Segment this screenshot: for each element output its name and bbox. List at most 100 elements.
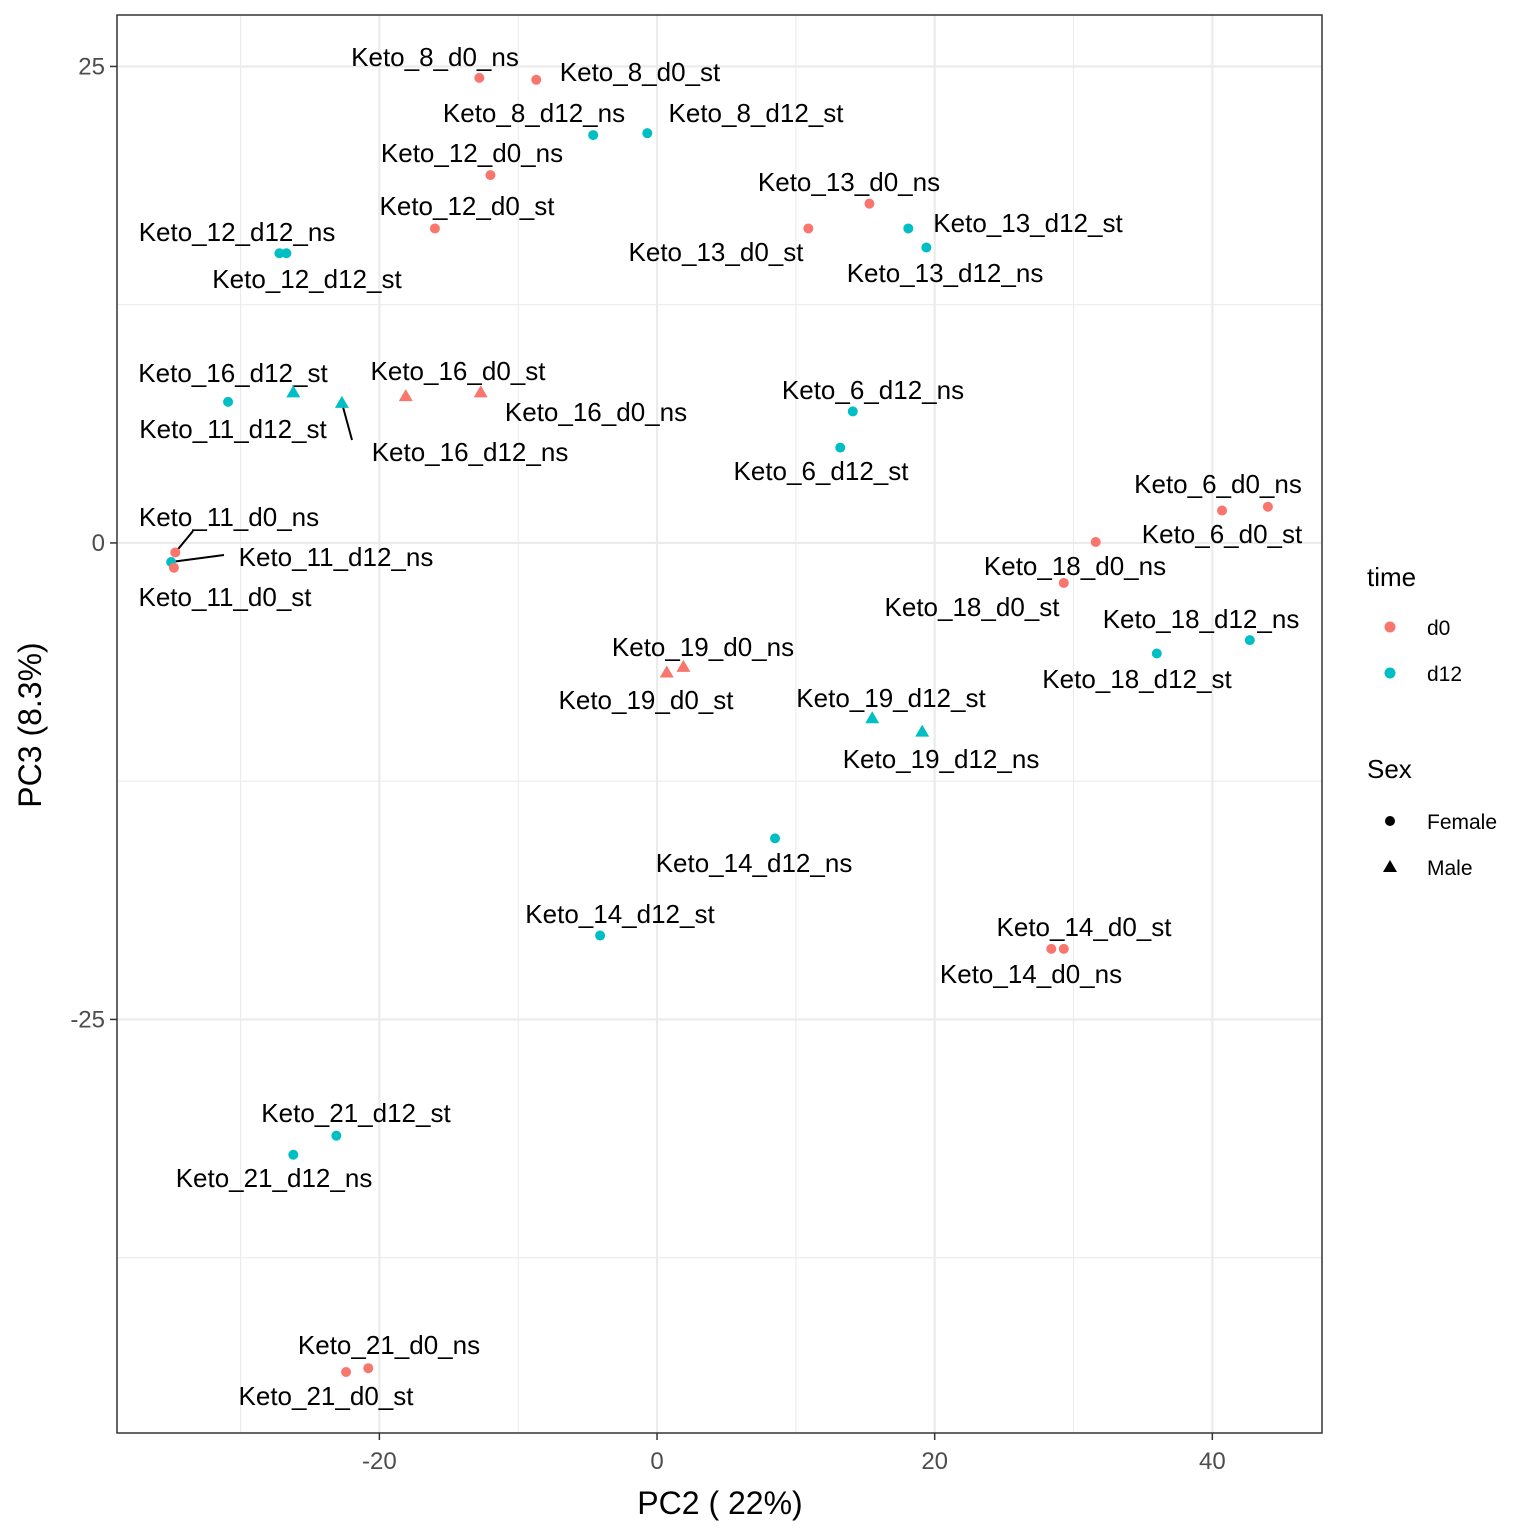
point-label: Keto_14_d12_ns [656, 848, 853, 878]
data-point-triangle [398, 389, 413, 402]
data-point-circle [803, 223, 814, 234]
data-point-triangle [915, 724, 930, 737]
data-point-circle [770, 833, 781, 844]
point-label: Keto_6_d0_ns [1134, 469, 1302, 499]
point-label: Keto_21_d0_ns [298, 1330, 480, 1360]
label-connector [171, 554, 225, 563]
legend-d0-label: d0 [1427, 617, 1450, 640]
y-tick-label: 25 [78, 53, 105, 80]
point-label: Keto_14_d0_ns [940, 959, 1122, 989]
point-label: Keto_11_d12_st [139, 414, 327, 444]
point-label: Keto_11_d12_ns [239, 542, 434, 572]
x-tick-label: 20 [921, 1448, 948, 1475]
data-point-triangle [286, 385, 301, 398]
point-label: Keto_13_d0_st [629, 237, 805, 267]
point-label: Keto_11_d0_st [139, 582, 313, 612]
data-point-circle [474, 72, 485, 83]
x-tick-label: 40 [1199, 1448, 1226, 1475]
data-point-circle [835, 442, 846, 453]
data-point-triangle [676, 659, 691, 672]
data-point-circle [1058, 943, 1069, 954]
point-label: Keto_18_d0_ns [984, 551, 1166, 581]
data-point-circle [903, 223, 914, 234]
panel-border [116, 14, 1323, 1434]
data-point-circle [170, 547, 181, 558]
label-connector [340, 402, 353, 441]
legend-time-title: time [1367, 562, 1416, 592]
point-label: Keto_21_d0_st [239, 1381, 415, 1411]
gridlines [117, 15, 1322, 1433]
point-label: Keto_6_d0_st [1142, 519, 1303, 549]
data-point-circle [1151, 648, 1162, 659]
data-point-circle [1058, 577, 1069, 588]
data-point-circle [864, 198, 875, 209]
data-point-triangle [334, 395, 349, 408]
point-label: Keto_8_d12_st [669, 98, 845, 128]
point-label: Keto_12_d12_st [212, 264, 402, 294]
legend-female-label: Female [1427, 811, 1497, 834]
legend: time d0 d12 Sex Female Male [1367, 562, 1497, 880]
data-point-circle [485, 170, 496, 181]
point-label: Keto_12_d0_st [380, 191, 556, 221]
data-point-circle [223, 396, 234, 407]
point-label: Keto_8_d12_ns [443, 98, 625, 128]
y-tick-label: 0 [92, 530, 105, 557]
data-point-circle [363, 1363, 374, 1374]
point-label: Keto_12_d0_ns [381, 138, 563, 168]
data-point-circle [341, 1367, 352, 1378]
axis-ticks: -20 0 20 40 25 0 -25 [70, 53, 1225, 1475]
data-point-circle [1262, 501, 1273, 512]
point-label: Keto_12_d12_ns [139, 217, 336, 247]
data-point-circle [331, 1130, 342, 1141]
point-label: Keto_14_d12_st [525, 899, 715, 929]
legend-d12-key [1384, 667, 1396, 679]
data-point-circle [847, 406, 858, 417]
data-point-triangle [473, 385, 488, 398]
point-label: Keto_11_d0_ns [139, 502, 319, 532]
point-label: Keto_19_d0_st [559, 685, 735, 715]
point-label: Keto_18_d12_ns [1103, 604, 1300, 634]
data-point-triangle [659, 665, 674, 678]
x-tick-label: -20 [362, 1448, 397, 1475]
data-point-circle [274, 248, 285, 259]
data-point-circle [429, 223, 440, 234]
point-label: Keto_13_d12_ns [847, 258, 1044, 288]
point-labels: Keto_8_d0_ns Keto_8_d0_st Keto_8_d12_ns Ket… [138, 42, 1303, 1411]
point-label: Keto_8_d0_ns [351, 42, 519, 72]
data-point-circle [168, 562, 179, 573]
data-point-circle [288, 1149, 299, 1160]
point-label: Keto_8_d0_st [560, 57, 721, 87]
legend-d12-label: d12 [1427, 663, 1462, 686]
point-label: Keto_16_d0_ns [505, 397, 687, 427]
data-point-circle [595, 930, 606, 941]
y-axis-title: PC3 (8.3%) [12, 642, 48, 807]
data-point-circle [1217, 505, 1228, 516]
point-label: Keto_16_d12_ns [372, 437, 569, 467]
legend-d0-key [1384, 621, 1396, 633]
data-point-circle [531, 74, 542, 85]
point-label: Keto_16_d12_st [138, 358, 328, 388]
point-label: Keto_13_d12_st [933, 208, 1123, 238]
data-point-triangle [865, 711, 880, 724]
point-label: Keto_19_d12_ns [843, 744, 1040, 774]
data-point-circle [1090, 536, 1101, 547]
point-label: Keto_14_d0_st [997, 912, 1173, 942]
legend-female-key [1385, 816, 1395, 826]
legend-male-label: Male [1427, 857, 1473, 880]
point-label: Keto_6_d12_ns [782, 375, 964, 405]
x-tick-label: 0 [650, 1448, 663, 1475]
data-point-circle [921, 242, 932, 253]
point-label: Keto_16_d0_st [371, 356, 547, 386]
data-point-circle [588, 130, 599, 141]
point-label: Keto_21_d12_ns [176, 1163, 373, 1193]
point-label: Keto_19_d12_st [796, 683, 986, 713]
legend-male-key [1383, 860, 1397, 872]
point-label: Keto_18_d12_st [1042, 664, 1232, 694]
data-point-circle [281, 248, 292, 259]
data-point-circle [642, 128, 653, 139]
point-label: Keto_21_d12_st [261, 1098, 451, 1128]
x-axis-title: PC2 ( 22%) [637, 1485, 802, 1521]
point-label: Keto_13_d0_ns [758, 167, 940, 197]
